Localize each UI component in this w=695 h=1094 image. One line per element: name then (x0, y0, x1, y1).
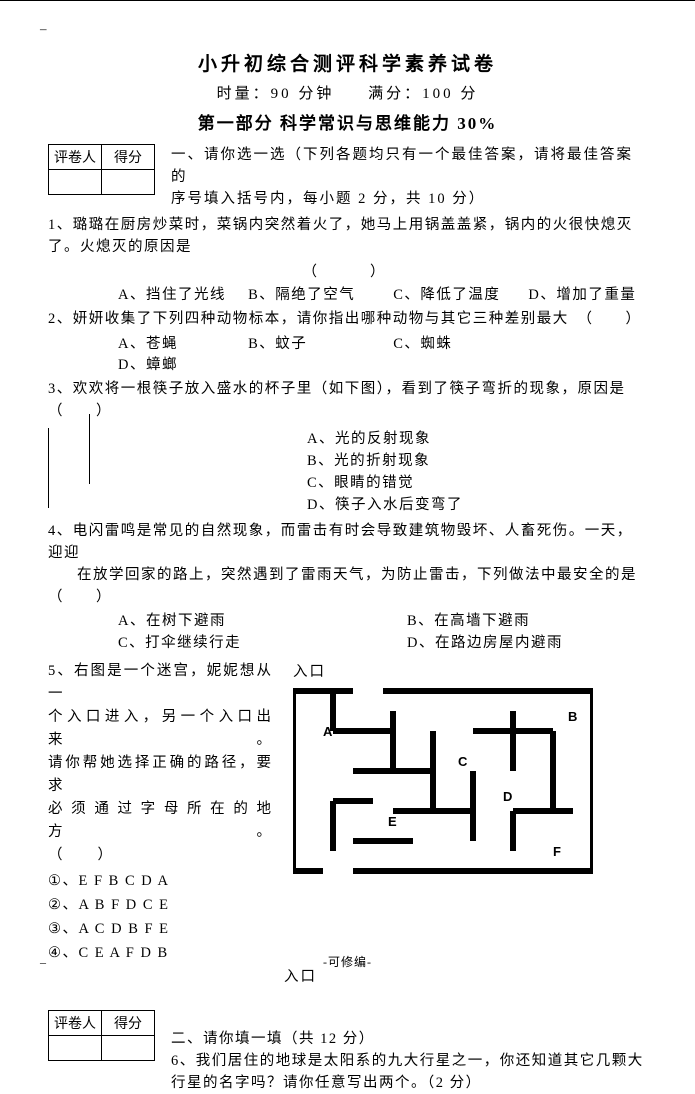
score-box-2: 评卷人 得分 (48, 1010, 155, 1061)
footer: -可修编- (0, 953, 695, 970)
section2: 二、请你填一填（共 12 分） 6、我们居住的地球是太阳系的九大行星之一，你还知… (171, 1006, 647, 1094)
intro-row: 评卷人 得分 一、请你选一选（下列各题均只有一个最佳答案，请将最佳答案的 序号填… (48, 140, 647, 210)
entry-top-label: 入口 (293, 660, 647, 681)
q3-opt-b: B、光的折射现象 (307, 450, 463, 472)
q3-figure (48, 428, 139, 508)
maze-figure: A B C D E F (293, 681, 593, 881)
q4-options: A、在树下避雨 B、在高墙下避雨 C、打伞继续行走 D、在路边房屋内避雨 (118, 610, 647, 654)
maze-label-b: B (568, 709, 577, 724)
score-col-score: 得分 (102, 145, 155, 170)
maze-label-d: D (503, 789, 512, 804)
title-block: 小升初综合测评科学素养试卷 时量：90 分钟 满分：100 分 第一部分 科学常… (48, 49, 647, 134)
q2-opt-a: A、苍蝇 (118, 332, 243, 353)
maze-svg: A B C D E F (293, 681, 593, 881)
q5-options: ①、E F B C D A ②、A B F D C E ③、A C D B F … (48, 869, 273, 965)
q4-opt-c: C、打伞继续行走 (118, 632, 358, 654)
q3-opt-c: C、眼睛的错觉 (307, 472, 463, 494)
exam-page: – 小升初综合测评科学素养试卷 时量：90 分钟 满分：100 分 第一部分 科… (0, 0, 695, 982)
score2-col-score: 得分 (102, 1011, 155, 1036)
q3-text: 3、欢欢将一根筷子放入盛水的杯子里（如下图），看到了筷子弯折的现象，原因是（ ） (48, 378, 647, 422)
intro-text: 一、请你选一选（下列各题均只有一个最佳答案，请将最佳答案的 序号填入括号内，每小… (171, 144, 647, 210)
q3-options: A、光的反射现象 B、光的折射现象 C、眼睛的错觉 D、筷子入水后变弯了 (307, 428, 463, 516)
q1-opt-c: C、降低了温度 (393, 283, 523, 304)
q5-opt-2: ②、A B F D C E (48, 893, 273, 917)
q2-opt-c: C、蜘蛛 (393, 332, 452, 353)
q2-text: 2、妍妍收集了下列四种动物标本，请你指出哪种动物与其它三种差别最大 （ ） (48, 308, 647, 330)
q1-blank: （ ） (48, 260, 647, 281)
q5-l5: （ ） (48, 844, 273, 867)
q5-l4: 必 须 通 过 字 母 所 在 的 地 方 。 (48, 798, 273, 844)
q5-l1: 5、右图是一个迷宫，妮妮想从一 (48, 660, 273, 706)
q5-left: 5、右图是一个迷宫，妮妮想从一 个入口进入，另一个入口出来。 请你帮她选择正确的… (48, 660, 273, 965)
time-limit: 时量：90 分钟 (217, 86, 335, 102)
q4-opt-a: A、在树下避雨 (118, 610, 358, 632)
intro-line1: 一、请你选一选（下列各题均只有一个最佳答案，请将最佳答案的 (171, 144, 647, 188)
q5-text: 5、右图是一个迷宫，妮妮想从一 个入口进入，另一个入口出来。 请你帮她选择正确的… (48, 660, 273, 867)
maze-label-e: E (388, 814, 397, 829)
score-col-grader: 评卷人 (49, 145, 102, 170)
q4-line2: 在放学回家的路上，突然遇到了雷雨天气，为防止雷击，下列做法中最安全的是（ ） (48, 564, 647, 608)
q1-opt-a: A、挡住了光线 (118, 283, 243, 304)
title-main: 小升初综合测评科学素养试卷 (48, 49, 647, 76)
score-val-grader (49, 170, 102, 195)
q2-opt-d: D、蟑螂 (118, 353, 178, 374)
q5-row: 5、右图是一个迷宫，妮妮想从一 个入口进入，另一个入口出来。 请你帮她选择正确的… (48, 660, 647, 965)
score2-val-score (102, 1036, 155, 1061)
q4-opt-b: B、在高墙下避雨 (407, 610, 647, 632)
maze-label-c: C (458, 754, 468, 769)
q1-options: A、挡住了光线 B、隔绝了空气 C、降低了温度 D、增加了重量 (118, 283, 647, 304)
score-val-score (102, 170, 155, 195)
q1-opt-b: B、隔绝了空气 (248, 283, 388, 304)
maze-area: 入口 (293, 660, 647, 881)
q5-opt-1: ①、E F B C D A (48, 869, 273, 893)
score-box: 评卷人 得分 (48, 144, 155, 195)
maze-label-a: A (323, 724, 333, 739)
q1-opt-d: D、增加了重量 (528, 283, 636, 304)
q4-opt-d: D、在路边房屋内避雨 (407, 632, 647, 654)
q2-opt-b: B、蚊子 (248, 332, 388, 353)
q5-l2: 个入口进入，另一个入口出来。 (48, 706, 273, 752)
q4-line1: 4、电闪雷鸣是常见的自然现象，而雷击有时会导致建筑物毁坏、人畜死伤。一天，迎迎 (48, 520, 647, 564)
section2-row: 评卷人 得分 二、请你填一填（共 12 分） 6、我们居住的地球是太阳系的九大行… (48, 1006, 647, 1094)
q3-opt-d: D、筷子入水后变弯了 (307, 494, 463, 516)
q3-row: A、光的反射现象 B、光的折射现象 C、眼睛的错觉 D、筷子入水后变弯了 (48, 428, 647, 516)
corner-dash: – (40, 21, 47, 37)
full-score: 满分：100 分 (368, 86, 478, 102)
maze-label-f: F (553, 844, 561, 859)
q1-text: 1、璐璐在厨房炒菜时，菜锅内突然着火了，她马上用锅盖盖紧，锅内的火很快熄灭了。火… (48, 214, 647, 258)
q3-opt-a: A、光的反射现象 (307, 428, 463, 450)
title-sub: 时量：90 分钟 满分：100 分 (48, 82, 647, 103)
intro-line2: 序号填入括号内，每小题 2 分，共 10 分） (171, 188, 647, 210)
score2-col-grader: 评卷人 (49, 1011, 102, 1036)
q5-l3: 请你帮她选择正确的路径，要求 (48, 752, 273, 798)
q2-options: A、苍蝇 B、蚊子 C、蜘蛛 D、蟑螂 (118, 332, 647, 374)
score2-val-grader (49, 1036, 102, 1061)
part-title: 第一部分 科学常识与思维能力 30% (48, 109, 647, 134)
q6-text: 6、我们居住的地球是太阳系的九大行星之一，你还知道其它几颗大行星的名字吗？请你任… (171, 1050, 647, 1094)
q5-opt-3: ③、A C D B F E (48, 917, 273, 941)
sec2-head: 二、请你填一填（共 12 分） (171, 1028, 647, 1050)
